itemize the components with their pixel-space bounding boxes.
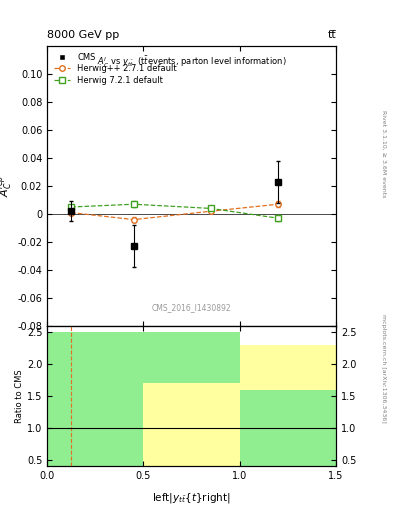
Y-axis label: $A^{lep}_{C}$: $A^{lep}_{C}$ <box>0 175 15 197</box>
Y-axis label: Ratio to CMS: Ratio to CMS <box>15 369 24 423</box>
Legend: CMS, Herwig++ 2.7.1 default, Herwig 7.2.1 default: CMS, Herwig++ 2.7.1 default, Herwig 7.2.… <box>51 50 179 87</box>
Text: 8000 GeV pp: 8000 GeV pp <box>47 31 119 40</box>
Text: mcplots.cern.ch [arXiv:1306.3436]: mcplots.cern.ch [arXiv:1306.3436] <box>381 314 386 423</box>
Text: CMS_2016_I1430892: CMS_2016_I1430892 <box>152 303 231 312</box>
Text: tt̅: tt̅ <box>327 31 336 40</box>
Text: Rivet 3.1.10, ≥ 3.6M events: Rivet 3.1.10, ≥ 3.6M events <box>381 110 386 197</box>
Text: $A^l_C$ vs $y_{t\bar{t}}$  (t$\bar{t}$events, parton level information): $A^l_C$ vs $y_{t\bar{t}}$ (t$\bar{t}$eve… <box>97 54 286 70</box>
Text: $\mathrm{left}|y_{t\bar{t}}\{t\}\mathrm{right}|$: $\mathrm{left}|y_{t\bar{t}}\{t\}\mathrm{… <box>152 491 231 505</box>
